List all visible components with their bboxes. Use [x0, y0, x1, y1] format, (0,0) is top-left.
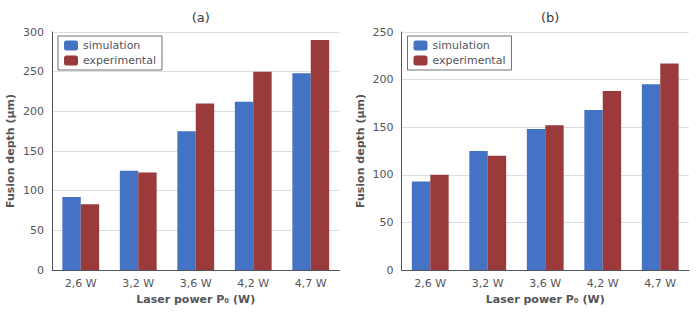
svg-text:simulation: simulation [433, 39, 490, 52]
svg-text:3,2 W: 3,2 W [122, 277, 154, 290]
svg-text:50: 50 [380, 216, 394, 229]
svg-text:100: 100 [23, 184, 44, 197]
svg-text:3,6 W: 3,6 W [529, 277, 561, 290]
svg-text:2,6 W: 2,6 W [65, 277, 97, 290]
svg-text:4,2 W: 4,2 W [237, 277, 269, 290]
svg-text:250: 250 [23, 65, 44, 78]
svg-text:3,6 W: 3,6 W [180, 277, 212, 290]
svg-text:simulation: simulation [83, 39, 140, 52]
svg-text:3,2 W: 3,2 W [472, 277, 504, 290]
svg-text:(a): (a) [192, 10, 210, 25]
svg-text:Laser power P₀ (W): Laser power P₀ (W) [486, 293, 605, 306]
svg-text:(b): (b) [541, 10, 559, 25]
svg-text:Fusion depth (μm): Fusion depth (μm) [354, 94, 367, 208]
svg-text:300: 300 [23, 26, 44, 39]
svg-text:Fusion depth (μm): Fusion depth (μm) [4, 94, 17, 208]
svg-text:200: 200 [373, 73, 394, 86]
svg-text:Laser power P₀ (W): Laser power P₀ (W) [136, 293, 255, 306]
svg-text:200: 200 [23, 105, 44, 118]
svg-text:4,7 W: 4,7 W [295, 277, 327, 290]
svg-text:0: 0 [37, 264, 44, 277]
svg-text:4,7 W: 4,7 W [644, 277, 676, 290]
svg-text:4,2 W: 4,2 W [587, 277, 619, 290]
svg-text:50: 50 [30, 224, 44, 237]
svg-text:0: 0 [387, 264, 394, 277]
svg-text:250: 250 [373, 26, 394, 39]
svg-text:experimental: experimental [83, 54, 156, 67]
svg-text:experimental: experimental [433, 54, 506, 67]
svg-text:150: 150 [23, 145, 44, 158]
svg-text:150: 150 [373, 121, 394, 134]
svg-text:100: 100 [373, 168, 394, 181]
svg-text:2,6 W: 2,6 W [414, 277, 446, 290]
